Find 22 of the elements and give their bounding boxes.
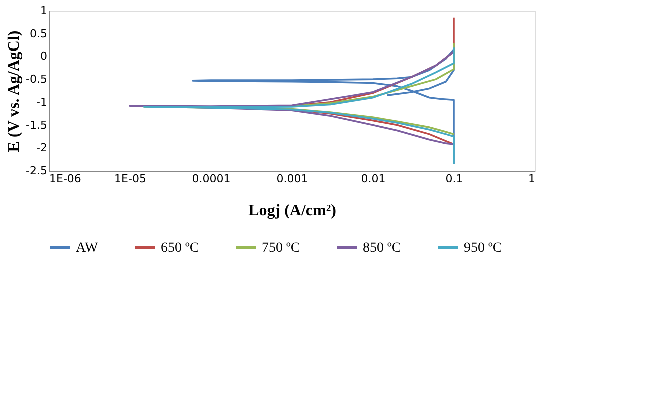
x-tick-label: 0.1 [446, 172, 464, 186]
y-axis-title: E (V vs. Ag/AgCl) [6, 30, 24, 152]
y-tick-label: -2 [36, 142, 48, 155]
legend-label: 750 ºC [262, 240, 300, 256]
x-axis-title: Logj (A/cm²) [248, 202, 336, 220]
x-tick-label: 1E-05 [114, 172, 146, 186]
y-tick-label: -1 [36, 96, 48, 109]
legend-label: 650 ºC [161, 240, 200, 256]
y-tick-label: 0.5 [30, 27, 48, 40]
legend-label: 850 ºC [363, 240, 402, 256]
y-tick-label: -2.5 [26, 164, 48, 178]
legend-label: AW [76, 240, 99, 256]
y-tick-label: -0.5 [26, 73, 48, 86]
y-tick-label: 0 [40, 50, 48, 64]
x-tick-label: 0.001 [276, 172, 308, 186]
x-tick-label: 0.01 [361, 172, 386, 186]
legend-label: 950 ºC [464, 240, 502, 256]
x-tick-label: 0.0001 [192, 172, 231, 186]
x-tick-label: 1E-06 [50, 172, 82, 186]
y-tick-label: 1 [40, 4, 48, 18]
y-tick-label: -1.5 [26, 118, 48, 132]
x-tick-label: 1 [528, 172, 536, 186]
